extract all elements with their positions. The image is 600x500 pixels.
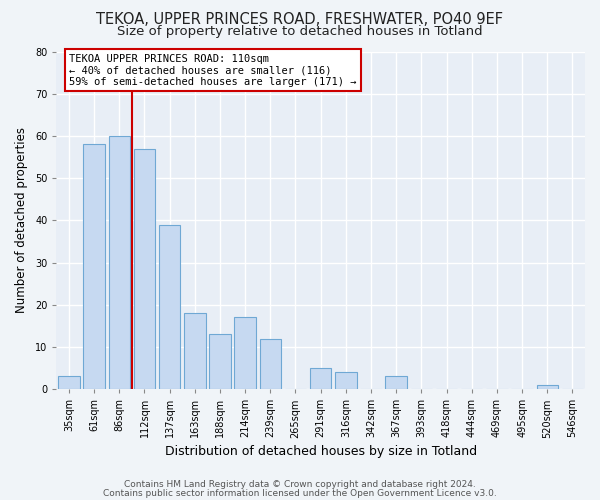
Bar <box>310 368 331 389</box>
Bar <box>335 372 356 389</box>
Text: TEKOA UPPER PRINCES ROAD: 110sqm
← 40% of detached houses are smaller (116)
59% : TEKOA UPPER PRINCES ROAD: 110sqm ← 40% o… <box>70 54 357 87</box>
Bar <box>385 376 407 389</box>
Bar <box>235 318 256 389</box>
Text: Contains HM Land Registry data © Crown copyright and database right 2024.: Contains HM Land Registry data © Crown c… <box>124 480 476 489</box>
Text: TEKOA, UPPER PRINCES ROAD, FRESHWATER, PO40 9EF: TEKOA, UPPER PRINCES ROAD, FRESHWATER, P… <box>97 12 503 28</box>
Text: Contains public sector information licensed under the Open Government Licence v3: Contains public sector information licen… <box>103 488 497 498</box>
Bar <box>209 334 230 389</box>
Bar <box>159 224 181 389</box>
Bar <box>58 376 80 389</box>
Text: Size of property relative to detached houses in Totland: Size of property relative to detached ho… <box>117 25 483 38</box>
Y-axis label: Number of detached properties: Number of detached properties <box>15 128 28 314</box>
Bar <box>134 148 155 389</box>
Bar <box>536 385 558 389</box>
Bar <box>109 136 130 389</box>
Bar <box>260 338 281 389</box>
Bar <box>83 144 105 389</box>
X-axis label: Distribution of detached houses by size in Totland: Distribution of detached houses by size … <box>164 444 477 458</box>
Bar <box>184 313 206 389</box>
